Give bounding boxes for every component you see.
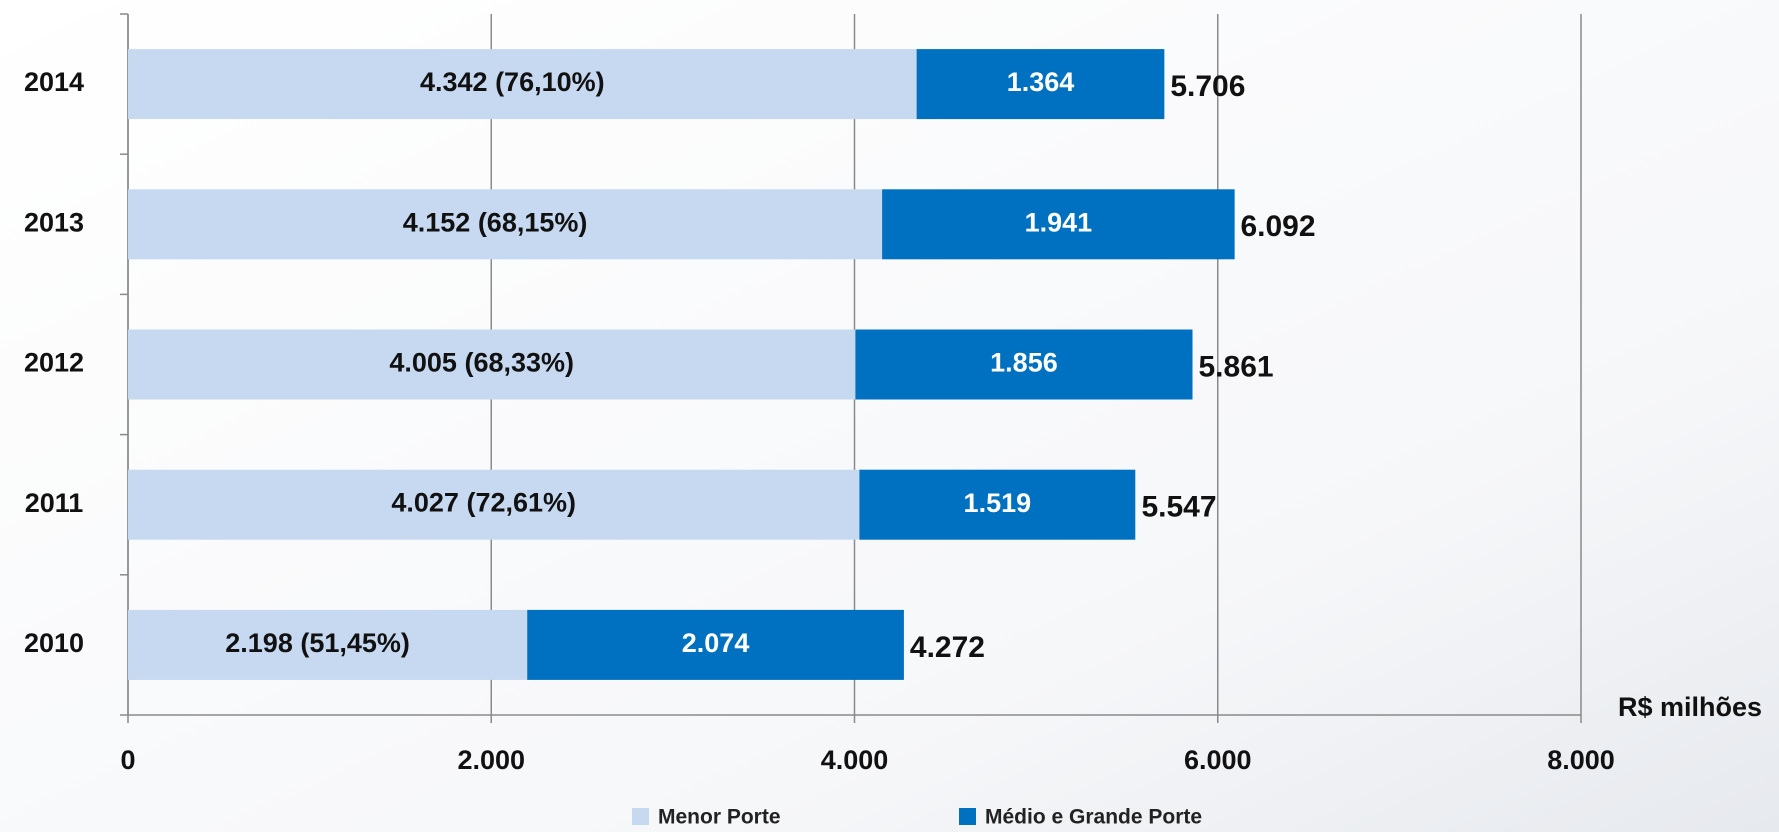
value-label: 1.519	[964, 488, 1032, 518]
bar-segment	[128, 469, 860, 540]
y-tick-label: 2010	[24, 628, 84, 658]
share-label: (68,33%)	[464, 348, 574, 378]
value-label: 4.027	[391, 488, 459, 518]
bar-segment	[128, 329, 856, 400]
bar-segment	[128, 49, 917, 120]
share-label: (68,15%)	[478, 207, 588, 237]
value-label: 1.364	[1007, 67, 1075, 97]
total-label: 4.272	[910, 631, 985, 664]
value-label: 2.198	[225, 628, 293, 658]
x-tick-label: 0	[120, 745, 135, 775]
axis-label: R$ milhões	[1618, 692, 1762, 722]
total-label: 6.092	[1240, 210, 1315, 243]
bar-segment	[859, 469, 1136, 540]
share-label: (51,45%)	[300, 628, 410, 658]
legend: Menor Porte Médio e Grande Porte	[632, 806, 1202, 829]
y-tick-label: 2013	[24, 207, 84, 237]
legend-label: Médio e Grande Porte	[985, 806, 1202, 829]
value-label: 4.342	[420, 67, 488, 97]
bar-segment	[855, 329, 1193, 400]
data-label: 4.342 (76,10%)	[420, 67, 605, 97]
bar-segment	[128, 189, 883, 260]
total-label: 5.706	[1170, 70, 1245, 103]
total-label: 5.547	[1141, 491, 1216, 524]
bar-segment	[916, 49, 1165, 120]
value-label: 1.856	[990, 348, 1058, 378]
bar-segment	[882, 189, 1235, 260]
bar-segment	[128, 609, 528, 680]
legend-swatch	[632, 808, 649, 825]
legend-label: Menor Porte	[658, 806, 781, 829]
legend-swatch	[959, 808, 976, 825]
x-tick-label: 4.000	[821, 745, 889, 775]
bar-segment	[527, 609, 904, 680]
value-label: 2.074	[682, 628, 750, 658]
value-label: 4.005	[389, 348, 457, 378]
y-tick-label: 2014	[24, 67, 84, 97]
x-tick-label: 8.000	[1547, 745, 1615, 775]
y-tick-label: 2012	[24, 348, 84, 378]
y-tick-label: 2011	[25, 488, 84, 518]
x-tick-label: 2.000	[457, 745, 525, 775]
value-label: 4.152	[403, 207, 471, 237]
x-tick-label: 6.000	[1184, 745, 1252, 775]
data-label: 2.198 (51,45%)	[225, 628, 410, 658]
share-label: (72,61%)	[466, 488, 576, 518]
total-label: 5.861	[1199, 350, 1274, 383]
value-label: 1.941	[1025, 207, 1093, 237]
data-label: 4.005 (68,33%)	[389, 348, 574, 378]
share-label: (76,10%)	[495, 67, 605, 97]
data-label: 4.027 (72,61%)	[391, 488, 576, 518]
data-label: 4.152 (68,15%)	[403, 207, 588, 237]
